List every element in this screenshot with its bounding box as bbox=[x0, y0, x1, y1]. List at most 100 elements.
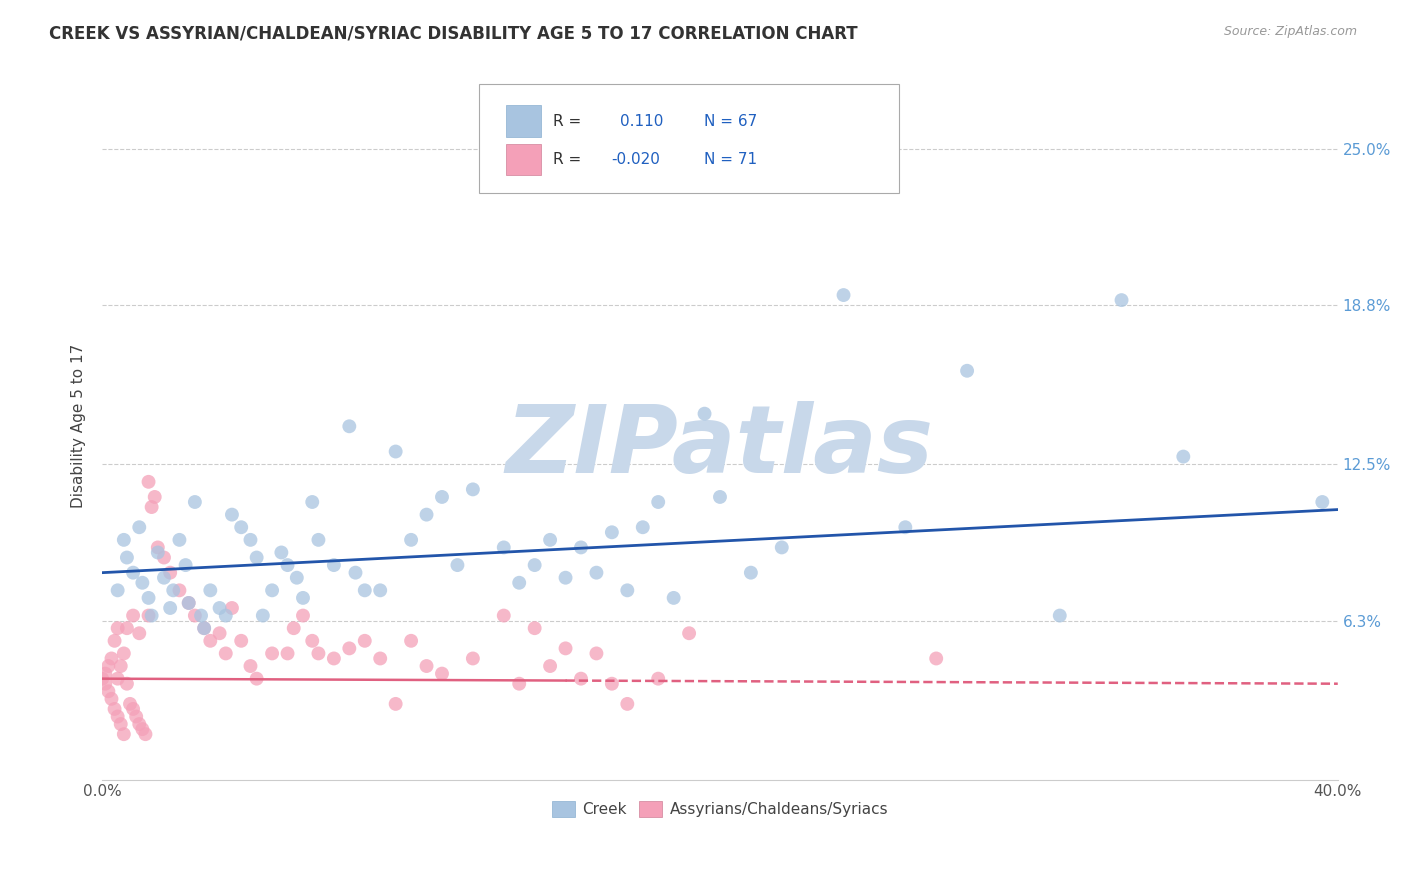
Point bbox=[112, 647, 135, 661]
Point bbox=[221, 601, 243, 615]
Point bbox=[461, 651, 484, 665]
Point bbox=[399, 633, 422, 648]
Point bbox=[97, 684, 120, 698]
Point bbox=[337, 419, 360, 434]
Point bbox=[200, 633, 222, 648]
Point bbox=[322, 651, 344, 665]
FancyBboxPatch shape bbox=[479, 84, 900, 193]
Point bbox=[693, 407, 716, 421]
Point bbox=[110, 659, 132, 673]
Point bbox=[107, 672, 129, 686]
Point bbox=[508, 575, 530, 590]
Point bbox=[616, 697, 638, 711]
Point bbox=[1111, 293, 1133, 307]
Point bbox=[134, 727, 156, 741]
Point bbox=[208, 601, 231, 615]
Point bbox=[138, 475, 160, 489]
Point bbox=[832, 288, 855, 302]
Point bbox=[252, 608, 274, 623]
Point bbox=[492, 541, 515, 555]
Point bbox=[415, 659, 437, 673]
Text: N = 67: N = 67 bbox=[704, 113, 758, 128]
Point bbox=[100, 651, 122, 665]
Point bbox=[159, 566, 181, 580]
Text: Source: ZipAtlas.com: Source: ZipAtlas.com bbox=[1223, 25, 1357, 38]
Point bbox=[956, 364, 979, 378]
Point bbox=[128, 717, 150, 731]
Point bbox=[307, 647, 329, 661]
Point bbox=[143, 490, 166, 504]
Point bbox=[239, 659, 262, 673]
Y-axis label: Disability Age 5 to 17: Disability Age 5 to 17 bbox=[72, 344, 86, 508]
Point bbox=[523, 621, 546, 635]
Point bbox=[277, 558, 299, 573]
Point bbox=[112, 533, 135, 547]
Text: N = 71: N = 71 bbox=[704, 153, 756, 168]
Text: R =: R = bbox=[553, 113, 582, 128]
Point bbox=[112, 727, 135, 741]
Point bbox=[246, 672, 269, 686]
Point bbox=[569, 541, 592, 555]
Point bbox=[100, 691, 122, 706]
Point bbox=[146, 545, 169, 559]
Point bbox=[138, 608, 160, 623]
Point bbox=[153, 550, 176, 565]
FancyBboxPatch shape bbox=[506, 144, 541, 176]
Point bbox=[94, 676, 117, 690]
Point bbox=[368, 583, 391, 598]
Text: R =: R = bbox=[553, 153, 582, 168]
Point bbox=[1310, 495, 1333, 509]
Point bbox=[1049, 608, 1071, 623]
Point bbox=[492, 608, 515, 623]
Point bbox=[125, 709, 148, 723]
Point bbox=[103, 633, 125, 648]
Point bbox=[138, 591, 160, 605]
Point bbox=[647, 495, 669, 509]
Point bbox=[585, 566, 607, 580]
Point bbox=[1173, 450, 1195, 464]
Point bbox=[153, 571, 176, 585]
Point bbox=[662, 591, 685, 605]
Point bbox=[115, 676, 138, 690]
Point bbox=[600, 525, 623, 540]
Point bbox=[97, 659, 120, 673]
Point bbox=[770, 541, 793, 555]
Point bbox=[262, 583, 284, 598]
Point bbox=[631, 520, 654, 534]
Point bbox=[285, 571, 308, 585]
Point bbox=[262, 647, 284, 661]
Point bbox=[231, 520, 253, 534]
Point bbox=[122, 566, 145, 580]
Point bbox=[94, 666, 117, 681]
Point bbox=[508, 676, 530, 690]
Point bbox=[301, 495, 323, 509]
Point bbox=[283, 621, 305, 635]
Point bbox=[200, 583, 222, 598]
Point bbox=[523, 558, 546, 573]
Point bbox=[128, 626, 150, 640]
Text: CREEK VS ASSYRIAN/CHALDEAN/SYRIAC DISABILITY AGE 5 TO 17 CORRELATION CHART: CREEK VS ASSYRIAN/CHALDEAN/SYRIAC DISABI… bbox=[49, 25, 858, 43]
Point bbox=[215, 608, 238, 623]
Point bbox=[554, 641, 576, 656]
Point bbox=[554, 571, 576, 585]
Point bbox=[162, 583, 184, 598]
Point bbox=[616, 583, 638, 598]
Point bbox=[291, 591, 314, 605]
Point bbox=[231, 633, 253, 648]
Point bbox=[174, 558, 197, 573]
Point bbox=[647, 672, 669, 686]
Point bbox=[368, 651, 391, 665]
Point bbox=[446, 558, 468, 573]
Point bbox=[322, 558, 344, 573]
Point bbox=[399, 533, 422, 547]
Point bbox=[538, 659, 561, 673]
Point bbox=[131, 722, 153, 736]
Point bbox=[131, 575, 153, 590]
Point bbox=[353, 633, 375, 648]
Point bbox=[177, 596, 200, 610]
Point bbox=[569, 672, 592, 686]
FancyBboxPatch shape bbox=[506, 104, 541, 136]
Point bbox=[461, 483, 484, 497]
Point bbox=[291, 608, 314, 623]
Point bbox=[107, 583, 129, 598]
